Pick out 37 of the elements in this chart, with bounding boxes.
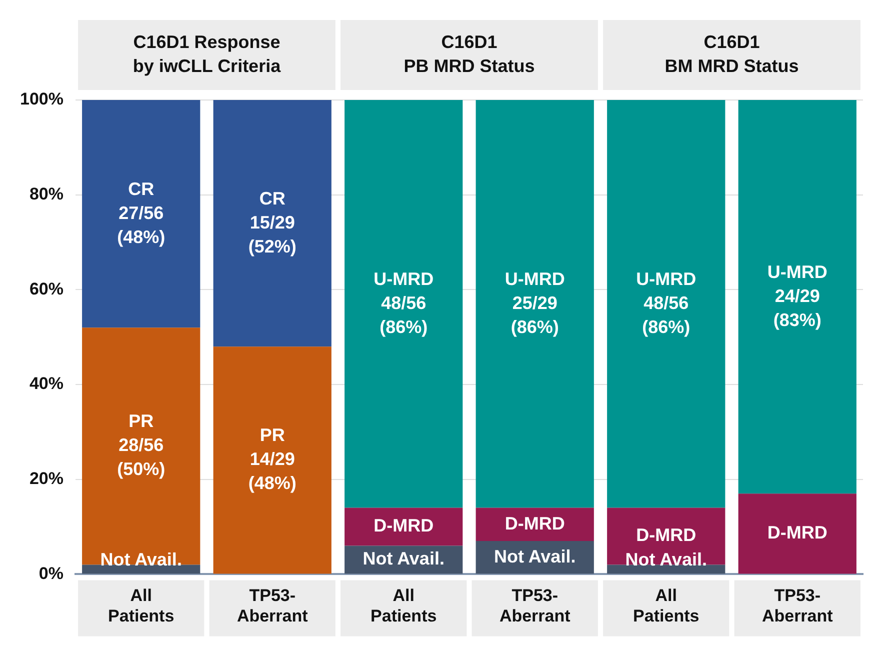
category-label: All (130, 586, 152, 606)
y-tick-label: 40% (29, 374, 64, 394)
category-label: TP53- (249, 586, 296, 606)
data-label: D-MRD (636, 525, 696, 546)
category-label: Patients (370, 606, 437, 626)
data-label: Not Avail. (100, 550, 182, 570)
y-tick-label: 80% (29, 184, 64, 204)
data-label: U-MRD 48/56 (86%) (374, 268, 434, 337)
data-label: U-MRD 48/56 (86%) (636, 268, 696, 337)
category-label: Patients (633, 606, 700, 626)
y-tick-label: 20% (29, 469, 64, 488)
category-label: Aberrant (236, 606, 308, 626)
data-label: PR 28/56 (50%) (117, 411, 166, 480)
data-label: PR 14/29 (48%) (248, 425, 296, 494)
data-label: Not Avail. (362, 548, 444, 569)
text: C16D1 Response by iwCLL Criteria (132, 32, 282, 76)
y-tick-label: 100% (20, 90, 64, 109)
category-label: Aberrant (762, 606, 833, 626)
category-label: Aberrant (499, 606, 570, 626)
data-label: CR 15/29 (52%) (248, 188, 296, 256)
y-tick-label: 0% (38, 564, 64, 583)
category-label: All (655, 586, 677, 606)
data-label: U-MRD 24/29 (83%) (767, 262, 828, 330)
category-label: TP53- (774, 586, 821, 606)
category-label: TP53- (512, 586, 558, 606)
text: C16D1 BM MRD Status (664, 32, 799, 76)
y-tick-label: 60% (29, 279, 64, 298)
data-label: Not Avail. (625, 550, 707, 570)
data-label: D-MRD (767, 522, 828, 543)
data-label: CR 27/56 (48%) (117, 178, 166, 247)
text: C16D1 PB MRD Status (404, 32, 535, 76)
category-label: Patients (108, 606, 174, 626)
category-label: All (392, 586, 414, 606)
data-label: D-MRD (374, 516, 434, 536)
data-label: U-MRD 25/29 (86%) (504, 268, 565, 337)
data-label: Not Avail. (494, 546, 576, 566)
data-label: D-MRD (504, 513, 565, 534)
